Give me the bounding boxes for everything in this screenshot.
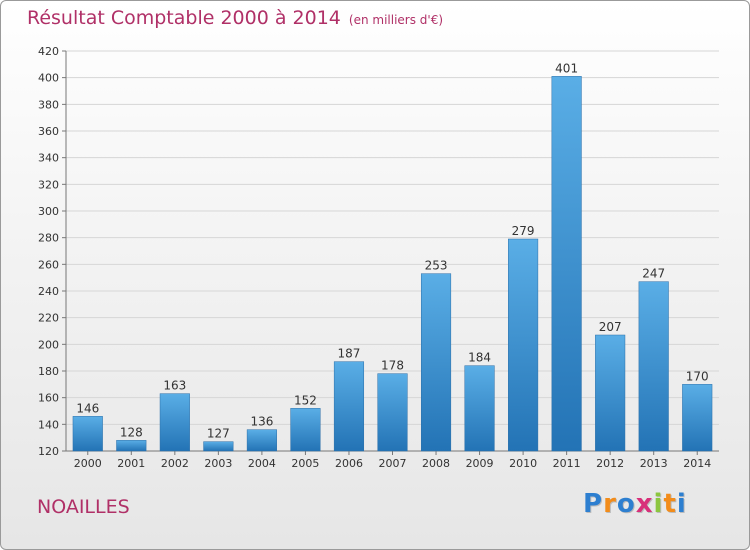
chart-title-text: Résultat Comptable 2000 à 2014 <box>27 7 341 29</box>
y-tick-label: 120 <box>38 445 59 458</box>
data-label-2005: 152 <box>294 393 317 407</box>
x-tick-label-2010: 2010 <box>509 457 537 470</box>
data-labels: 146 128 163 127 136 152 187 178 253 184 279 401 207 2… <box>76 61 708 440</box>
x-tick-label-2000: 2000 <box>74 457 102 470</box>
data-label-2003: 127 <box>207 427 230 441</box>
data-label-2001: 128 <box>120 425 143 439</box>
x-tick-label-2012: 2012 <box>596 457 624 470</box>
data-label-2004: 136 <box>250 415 273 429</box>
y-tick-label: 160 <box>38 392 59 405</box>
y-tick-label: 320 <box>38 178 59 191</box>
bar-2000 <box>72 416 103 452</box>
x-tick-label-2008: 2008 <box>422 457 450 470</box>
x-tick-label-2002: 2002 <box>161 457 189 470</box>
x-tick-label-2009: 2009 <box>466 457 494 470</box>
bar-2012 <box>595 334 626 452</box>
bar-2007 <box>377 373 408 452</box>
x-tick-label-2011: 2011 <box>553 457 581 470</box>
axes: 120 140 160 180 200 220 240 260 280 300 320 340 360 3… <box>38 45 719 470</box>
y-tick-label: 380 <box>38 98 59 111</box>
y-tick-label: 180 <box>38 365 59 378</box>
data-label-2013: 247 <box>642 267 665 281</box>
data-label-2008: 253 <box>425 259 448 273</box>
y-tick-label: 220 <box>38 312 59 325</box>
y-tick-label: 280 <box>38 232 59 245</box>
x-tick-label-2007: 2007 <box>379 457 407 470</box>
logo-letter: x <box>635 489 654 519</box>
y-tick-label: 360 <box>38 125 59 138</box>
y-tick-label: 240 <box>38 285 59 298</box>
bar-2001 <box>116 440 147 452</box>
logo-letter: t <box>663 489 677 519</box>
data-label-2011: 401 <box>555 61 578 75</box>
bar-2013 <box>638 281 669 452</box>
x-tick-label-2014: 2014 <box>683 457 711 470</box>
bars <box>72 76 713 452</box>
y-tick-label: 340 <box>38 152 59 165</box>
bar-2003 <box>203 441 234 452</box>
x-tick-label-2003: 2003 <box>204 457 232 470</box>
logo-letter: r <box>603 489 617 519</box>
x-tick-label-2005: 2005 <box>291 457 319 470</box>
data-label-2014: 170 <box>686 369 709 383</box>
bar-2008 <box>420 273 452 452</box>
data-label-2007: 178 <box>381 359 404 373</box>
data-label-2000: 146 <box>76 401 99 415</box>
logo-letter: P <box>583 489 604 519</box>
bar-2011 <box>551 76 582 452</box>
data-label-2002: 163 <box>163 379 186 393</box>
location-label: NOAILLES <box>37 496 130 518</box>
bar-2004 <box>246 429 277 452</box>
y-tick-label: 300 <box>38 205 59 218</box>
chart-title: Résultat Comptable 2000 à 2014 (en millie… <box>27 7 443 29</box>
x-tick-label-2001: 2001 <box>117 457 145 470</box>
bar-chart: 120 140 160 180 200 220 240 260 280 300 320 340 360 3… <box>38 45 719 470</box>
data-label-2009: 184 <box>468 351 491 365</box>
chart-subtitle: (en milliers d'€) <box>348 13 444 27</box>
x-tick-label-2004: 2004 <box>248 457 276 470</box>
bar-2005 <box>290 408 321 452</box>
y-tick-label: 400 <box>38 72 59 85</box>
y-tick-label: 260 <box>38 258 59 271</box>
proxiti-logo: Proxiti <box>583 489 687 519</box>
bar-2002 <box>159 393 190 452</box>
data-label-2010: 279 <box>512 224 535 238</box>
logo-letter: i <box>653 489 664 519</box>
data-label-2012: 207 <box>599 320 622 334</box>
bar-2014 <box>682 384 713 452</box>
logo-letter: i <box>676 489 687 519</box>
data-label-2006: 187 <box>338 347 361 361</box>
logo-letter: o <box>616 489 636 519</box>
x-tick-label-2006: 2006 <box>335 457 363 470</box>
y-tick-label: 140 <box>38 418 59 431</box>
y-tick-label: 200 <box>38 338 59 351</box>
y-tick-label: 420 <box>38 45 59 58</box>
bar-2006 <box>333 361 365 452</box>
bar-2010 <box>508 238 539 452</box>
bar-2009 <box>464 365 495 452</box>
x-tick-label-2013: 2013 <box>640 457 668 470</box>
